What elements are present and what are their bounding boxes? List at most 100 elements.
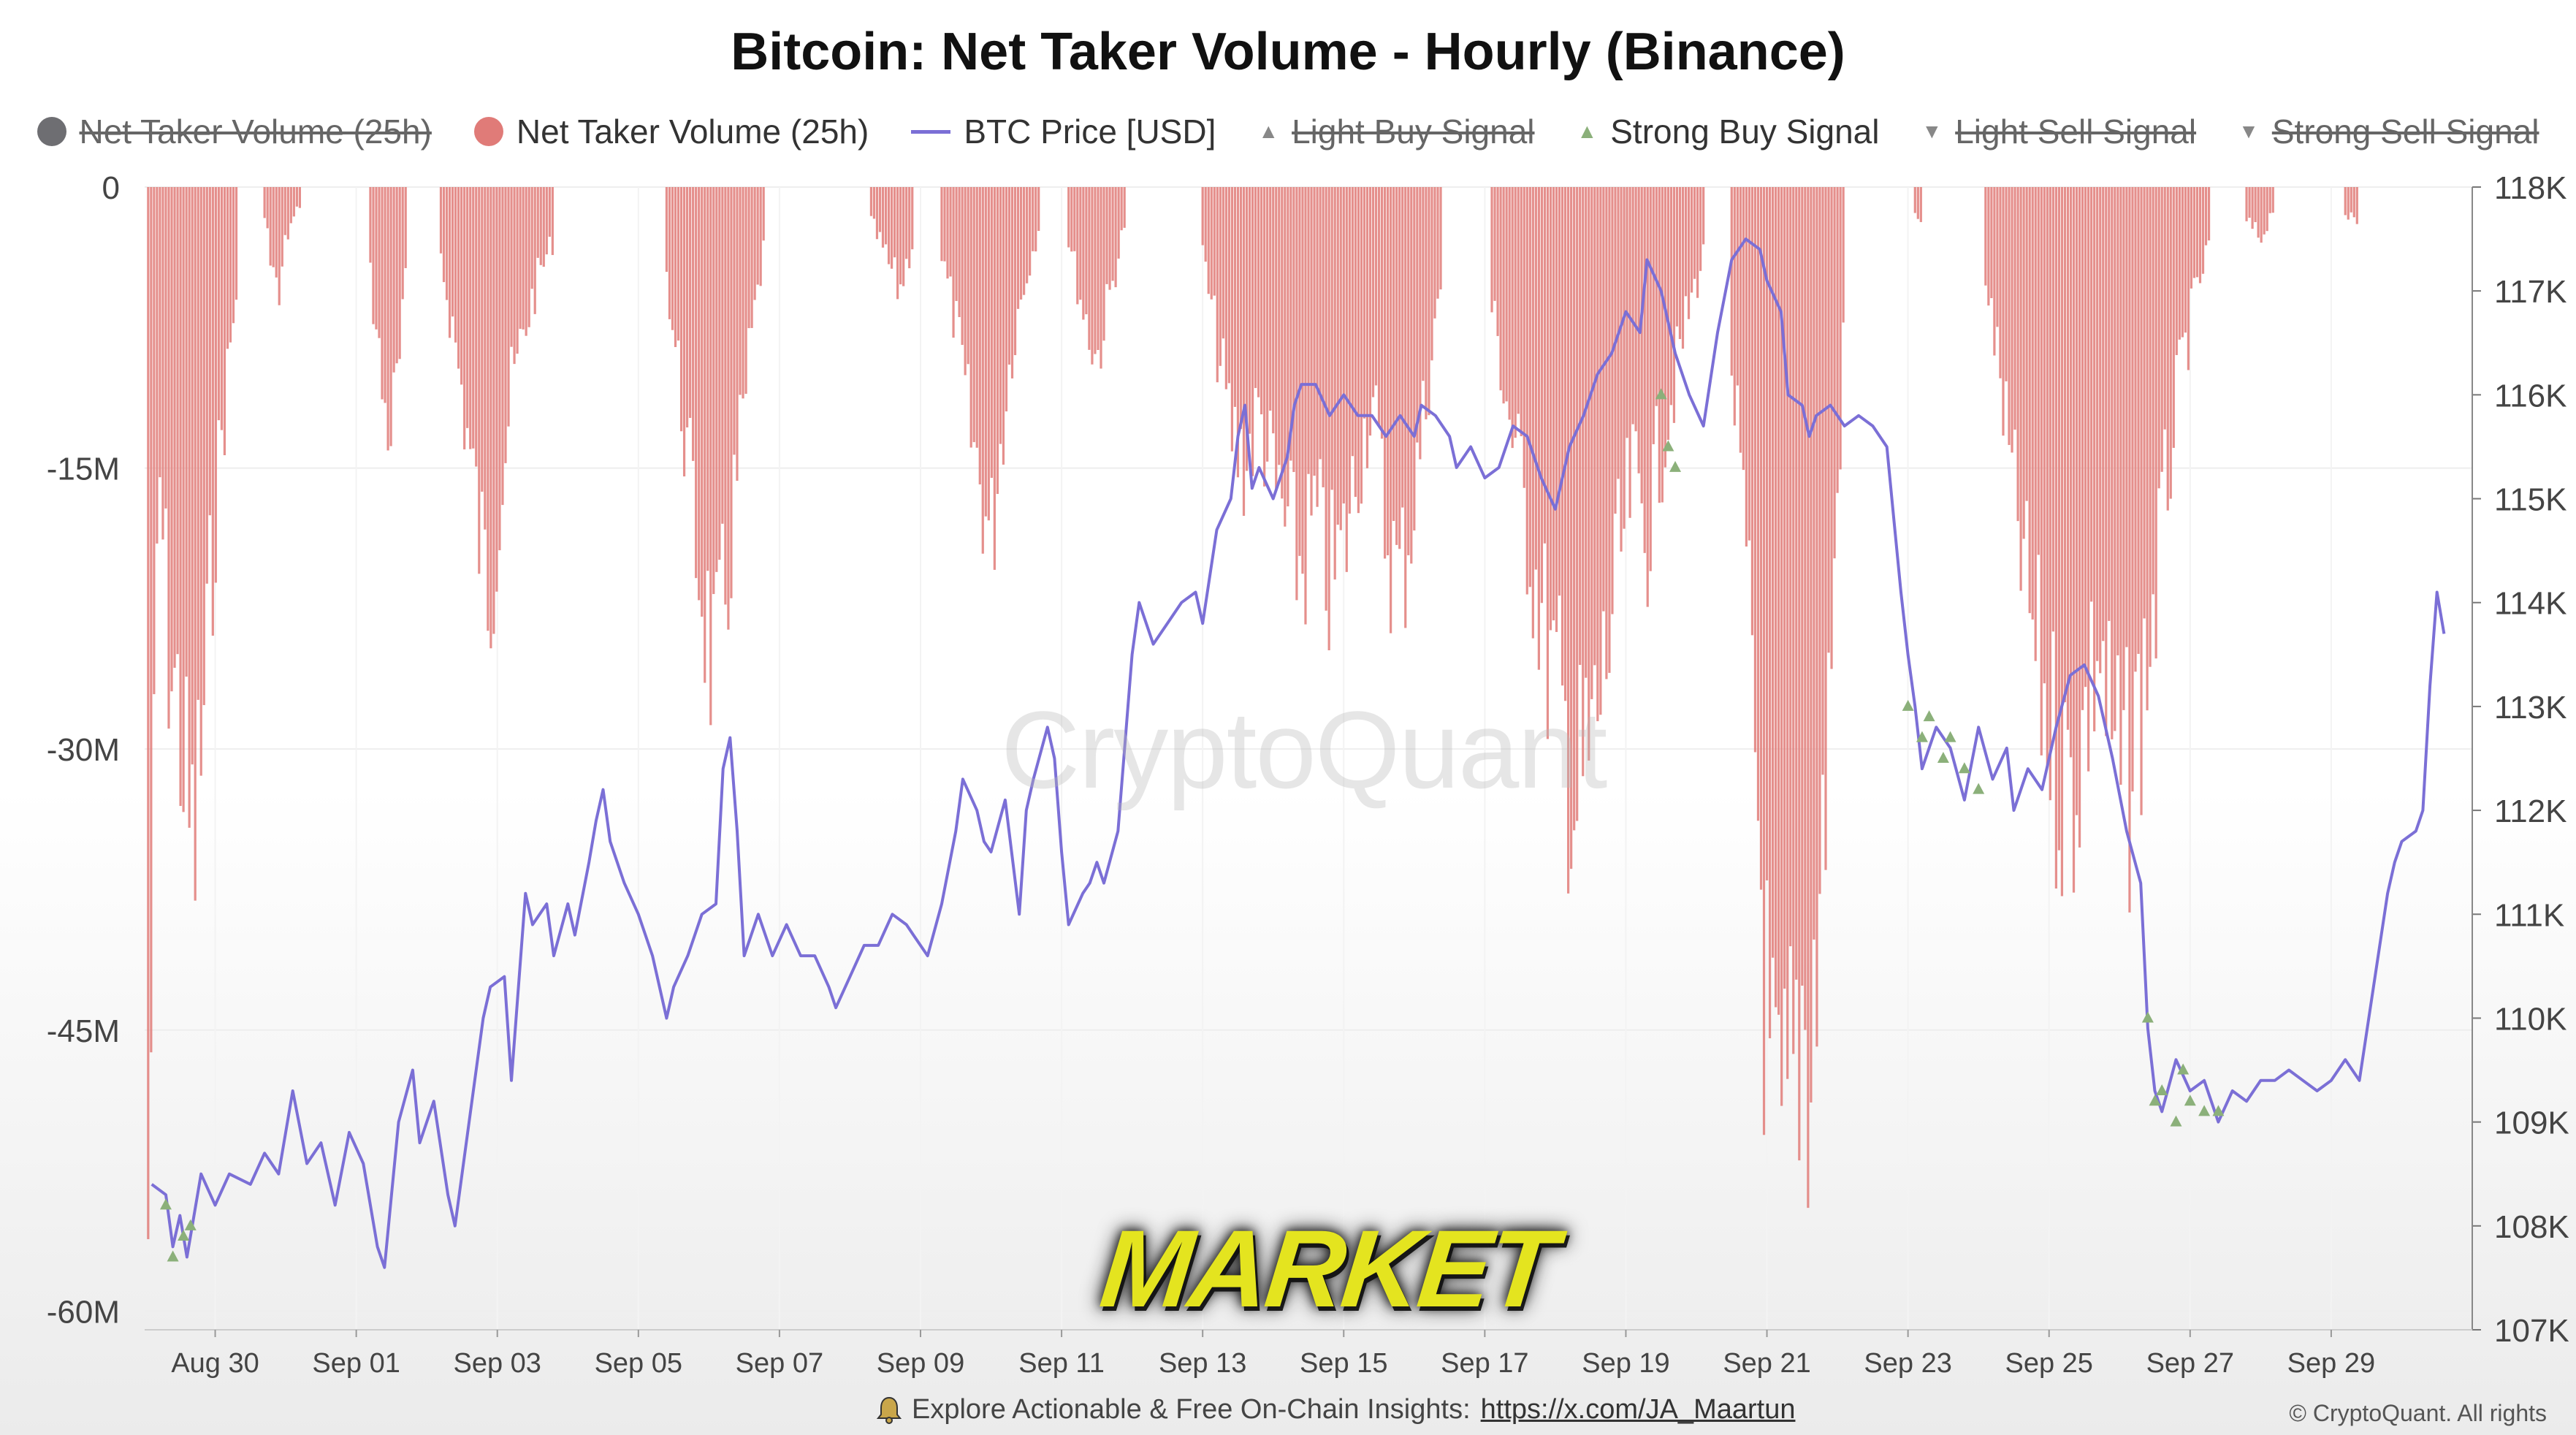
- net-taker-volume-bar: [2114, 187, 2116, 731]
- net-taker-volume-bar: [1248, 187, 1251, 434]
- net-taker-volume-bar: [1842, 187, 1845, 323]
- net-taker-volume-bar: [1201, 187, 1204, 245]
- net-taker-volume-bar: [1295, 187, 1298, 601]
- net-taker-volume-bar: [1490, 187, 1493, 313]
- net-taker-volume-bar: [902, 187, 905, 286]
- y-right-tick-label: 110K: [2494, 1001, 2567, 1037]
- triangle-down-icon: ▼: [1921, 120, 1943, 142]
- net-taker-volume-bar: [1736, 187, 1739, 386]
- net-taker-volume-bar: [1508, 187, 1511, 420]
- y-right-tick-label: 115K: [2494, 482, 2567, 518]
- net-taker-volume-bar: [551, 187, 554, 256]
- net-taker-volume-bar: [961, 187, 964, 346]
- net-taker-volume-bar: [530, 187, 533, 289]
- net-taker-volume-bar: [1576, 187, 1579, 821]
- net-taker-volume-bar: [2125, 187, 2128, 647]
- net-taker-volume-bar: [2122, 187, 2125, 710]
- net-taker-volume-bar: [733, 187, 736, 455]
- net-taker-volume-bar: [1263, 187, 1266, 487]
- net-taker-volume-bar: [199, 187, 202, 776]
- net-taker-volume-bar: [1590, 187, 1593, 699]
- legend-label: BTC Price [USD]: [964, 113, 1216, 151]
- net-taker-volume-bar: [2054, 187, 2057, 889]
- net-taker-volume-bar: [2057, 187, 2061, 850]
- net-taker-volume-bar: [275, 187, 278, 278]
- net-taker-volume-bar: [2160, 187, 2163, 472]
- net-taker-volume-bar: [1993, 187, 1996, 356]
- net-taker-volume-bar: [1783, 187, 1786, 989]
- net-taker-volume-bar: [1696, 187, 1699, 298]
- net-taker-volume-bar: [1260, 187, 1263, 415]
- net-taker-volume-bar: [1517, 187, 1520, 414]
- strong-buy-signal-marker: [2149, 1095, 2161, 1106]
- net-taker-volume-bar: [1357, 187, 1360, 514]
- net-taker-volume-bar: [884, 187, 888, 245]
- net-taker-volume-bar: [208, 187, 211, 516]
- net-taker-volume-bar: [1413, 187, 1416, 531]
- net-taker-volume-bar: [448, 187, 451, 338]
- net-taker-volume-bar: [1984, 187, 1987, 286]
- net-taker-volume-bar: [727, 187, 730, 630]
- net-taker-volume-bar: [1830, 187, 1833, 669]
- legend-item[interactable]: ▲ Strong Buy Signal: [1577, 112, 1880, 151]
- net-taker-volume-bar: [378, 187, 381, 338]
- net-taker-volume-bar: [1242, 187, 1246, 516]
- net-taker-volume-bar: [1792, 187, 1795, 1054]
- net-taker-volume-bar: [2248, 187, 2251, 218]
- net-taker-volume-bar: [946, 187, 949, 279]
- net-taker-volume-bar: [1010, 187, 1014, 378]
- net-taker-volume-bar: [442, 187, 446, 283]
- net-taker-volume-bar: [1496, 187, 1499, 336]
- net-taker-volume-bar: [701, 187, 704, 617]
- net-taker-volume-bar: [2260, 187, 2263, 243]
- net-taker-volume-bar: [887, 187, 891, 264]
- net-taker-volume-bar: [1430, 187, 1433, 361]
- net-taker-volume-bar: [747, 187, 750, 329]
- net-taker-volume-bar: [1032, 187, 1034, 251]
- net-taker-volume-bar: [217, 187, 220, 421]
- legend-item[interactable]: ▼ Light Sell Signal: [1921, 112, 2196, 151]
- legend-item[interactable]: Net Taker Volume (25h): [473, 112, 869, 151]
- legend-item[interactable]: BTC Price [USD]: [911, 112, 1216, 151]
- legend-item[interactable]: Net Taker Volume (25h): [37, 112, 432, 151]
- footer-link[interactable]: https://x.com/JA_Maartun: [1480, 1394, 1796, 1425]
- net-taker-volume-bar: [398, 187, 401, 359]
- legend-item[interactable]: ▼ Strong Sell Signal: [2238, 112, 2539, 151]
- net-taker-volume-bar: [736, 187, 739, 481]
- net-taker-volume-bar: [1664, 187, 1666, 468]
- net-taker-volume-bar: [1916, 187, 1919, 219]
- net-taker-volume-bar: [2081, 187, 2084, 710]
- net-taker-volume-bar: [1493, 187, 1496, 301]
- net-taker-volume-bar: [1502, 187, 1505, 404]
- net-taker-volume-bar: [484, 187, 487, 530]
- net-taker-volume-bar: [472, 187, 475, 449]
- net-taker-volume-bar: [1392, 187, 1395, 522]
- net-taker-volume-bar: [475, 187, 478, 467]
- net-taker-volume-bar: [1801, 187, 1804, 986]
- x-tick-label: Sep 05: [595, 1348, 682, 1379]
- net-taker-volume-bar: [1436, 187, 1439, 299]
- net-taker-volume-bar: [1005, 187, 1008, 412]
- net-taker-volume-bar: [943, 187, 946, 262]
- net-taker-volume-bar: [875, 187, 879, 240]
- net-taker-volume-bar: [987, 187, 990, 521]
- net-taker-volume-bar: [1322, 187, 1325, 487]
- x-tick-label: Sep 25: [2005, 1348, 2093, 1379]
- net-taker-volume-bar: [2069, 187, 2073, 758]
- net-taker-volume-bar: [2031, 187, 2034, 620]
- legend-item[interactable]: ▲ Light Buy Signal: [1258, 112, 1534, 151]
- line-marker-icon: [911, 129, 951, 134]
- net-taker-volume-bar: [1681, 187, 1685, 349]
- net-taker-volume-bar: [1531, 187, 1534, 639]
- strong-buy-signal-marker: [2141, 1011, 2154, 1023]
- net-taker-volume-bar: [1919, 187, 1922, 222]
- net-taker-volume-bar: [1410, 187, 1413, 564]
- net-taker-volume-bar: [2347, 187, 2350, 220]
- net-taker-volume-bar: [695, 187, 698, 579]
- net-taker-volume-bar: [1599, 187, 1602, 715]
- net-taker-volume-bar: [1678, 187, 1682, 340]
- net-taker-volume-bar: [298, 187, 301, 208]
- net-taker-volume-bar: [2049, 187, 2051, 801]
- net-taker-volume-bar: [1623, 187, 1626, 529]
- net-taker-volume-bar: [2037, 187, 2040, 555]
